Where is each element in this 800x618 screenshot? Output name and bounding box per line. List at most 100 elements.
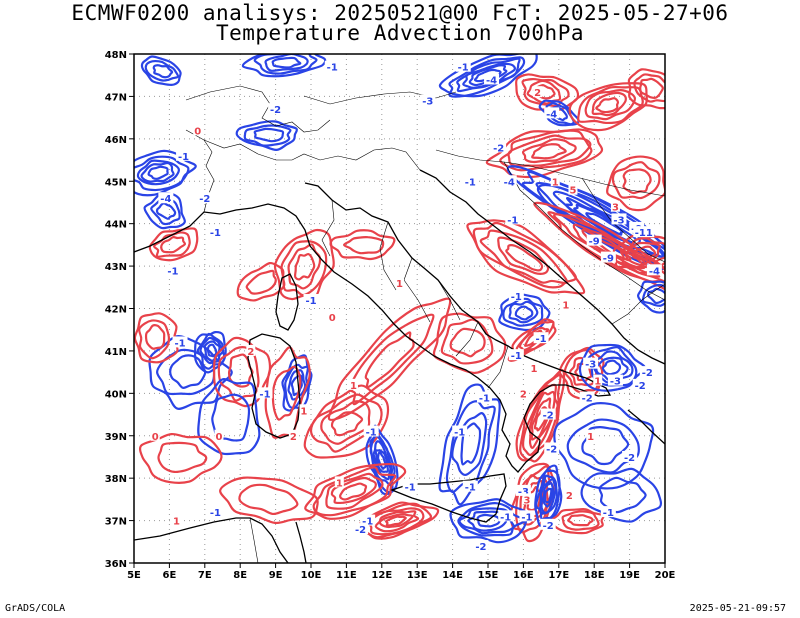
contour-label: -2 <box>642 368 653 379</box>
contour-label: 2 <box>566 491 573 502</box>
contour-label-bg <box>165 264 181 276</box>
contour-line <box>376 451 387 470</box>
contour-label: -1 <box>521 512 532 523</box>
contour-label-bg <box>498 510 514 522</box>
contour-label-bg <box>540 408 556 420</box>
contour-label-bg <box>395 277 404 289</box>
contour-line <box>545 102 575 126</box>
contour-label: 2 <box>247 347 254 358</box>
contour-label-bg <box>632 378 648 390</box>
corsica-coastline <box>275 273 299 331</box>
contour-line <box>521 77 570 108</box>
contour-label-bg <box>207 226 223 238</box>
lat-tick-label: 39N <box>105 432 127 443</box>
contour-label: -2 <box>199 194 210 205</box>
contour-line <box>339 482 368 501</box>
contour-line <box>633 73 665 103</box>
contour-label: -2 <box>635 381 646 392</box>
contour-line <box>144 324 166 350</box>
contour-line <box>539 477 557 515</box>
contour-line <box>508 300 539 324</box>
contour-line <box>134 312 179 364</box>
contour-line <box>637 280 665 314</box>
contour-label: 2 <box>520 389 527 400</box>
contour-label: -1 <box>536 334 547 345</box>
lon-tick-label: 14E <box>442 570 463 581</box>
contour-line <box>138 319 171 360</box>
contour-label-bg <box>515 484 531 496</box>
contour-line <box>531 143 567 160</box>
contour-label-bg <box>501 175 517 187</box>
lat-tick-label: 38N <box>105 474 127 485</box>
contour-label-bg <box>607 374 623 386</box>
contour-label-bg <box>473 540 489 552</box>
lon-tick-label: 17E <box>548 570 569 581</box>
contour-line <box>499 129 593 172</box>
contour-label-bg <box>568 183 578 195</box>
lon-tick-label: 9E <box>269 570 283 581</box>
cold-advection-system <box>449 498 528 544</box>
contour-label: -1 <box>210 508 221 519</box>
map-title-line-2: Temperature Advection 700hPa <box>215 21 584 45</box>
contour-line <box>343 236 385 255</box>
contour-line <box>280 240 328 297</box>
lat-tick-label: 42N <box>105 305 127 316</box>
contour-line <box>581 425 630 466</box>
contour-label: -1 <box>465 483 476 494</box>
contour-line <box>457 502 526 537</box>
contour-line <box>449 498 528 544</box>
contour-label-bg <box>455 60 471 72</box>
contour-label: -1 <box>327 63 338 74</box>
contour-line <box>155 348 216 396</box>
lat-tick-label: 36N <box>105 559 127 570</box>
contour-label-bg <box>197 192 213 204</box>
contour-line <box>245 269 277 295</box>
contour-line <box>438 383 501 506</box>
contour-label: -1 <box>511 351 522 362</box>
generation-timestamp: 2025-05-21-09:57 <box>689 603 786 614</box>
contour-line <box>253 54 318 75</box>
contour-label-bg <box>533 86 543 98</box>
cold-advection-system <box>580 467 663 523</box>
national-borders <box>185 85 665 563</box>
lon-tick-label: 5E <box>127 570 141 581</box>
contour-line <box>148 335 233 410</box>
contour-line <box>374 510 420 533</box>
contour-line <box>199 336 225 365</box>
contour-line <box>330 476 377 505</box>
contour-line <box>136 159 180 186</box>
contour-label: -4 <box>649 266 660 277</box>
serbia-border <box>581 177 665 263</box>
warm-advection-system <box>432 312 507 375</box>
contour-label-bg <box>564 489 574 501</box>
contour-line <box>639 77 664 99</box>
contour-label: 0 <box>215 432 222 443</box>
contour-label: -1 <box>454 428 465 439</box>
contour-label: -3 <box>518 487 529 498</box>
contour-label: -2 <box>543 411 554 422</box>
contour-line <box>287 243 322 290</box>
contour-label: 1 <box>336 478 343 489</box>
contour-line <box>197 378 261 456</box>
alpine-border <box>185 129 421 171</box>
contour-label-bg <box>172 336 188 348</box>
contour-label: -2 <box>624 453 635 464</box>
lon-tick-label: 15E <box>478 570 499 581</box>
lat-tick-label: 37N <box>105 517 127 528</box>
warm-advection-system <box>627 68 665 110</box>
contour-label-bg <box>561 298 571 310</box>
contour-label-bg <box>246 344 256 356</box>
warm-advection-system <box>606 155 665 212</box>
austria-border <box>303 91 457 105</box>
contour-label-bg <box>303 294 319 306</box>
axis-ticks: 5E 6E 7E 8E 9E 10E 11E 12E 13E 14E 15E 16E 17E 18E 19E… <box>105 50 676 581</box>
contour-line <box>578 343 647 392</box>
greece-coastline <box>627 409 665 445</box>
contour-label: -2 <box>543 521 554 532</box>
contour-line <box>456 57 521 93</box>
contour-line <box>631 245 657 261</box>
cold-advection-system <box>140 55 182 86</box>
contour-labels: -1-1-4-3-202-4-1-2-4-115-4-23-1-3-9-11-9… <box>150 60 662 553</box>
contour-label: 1 <box>173 517 180 528</box>
contour-line <box>273 228 335 301</box>
